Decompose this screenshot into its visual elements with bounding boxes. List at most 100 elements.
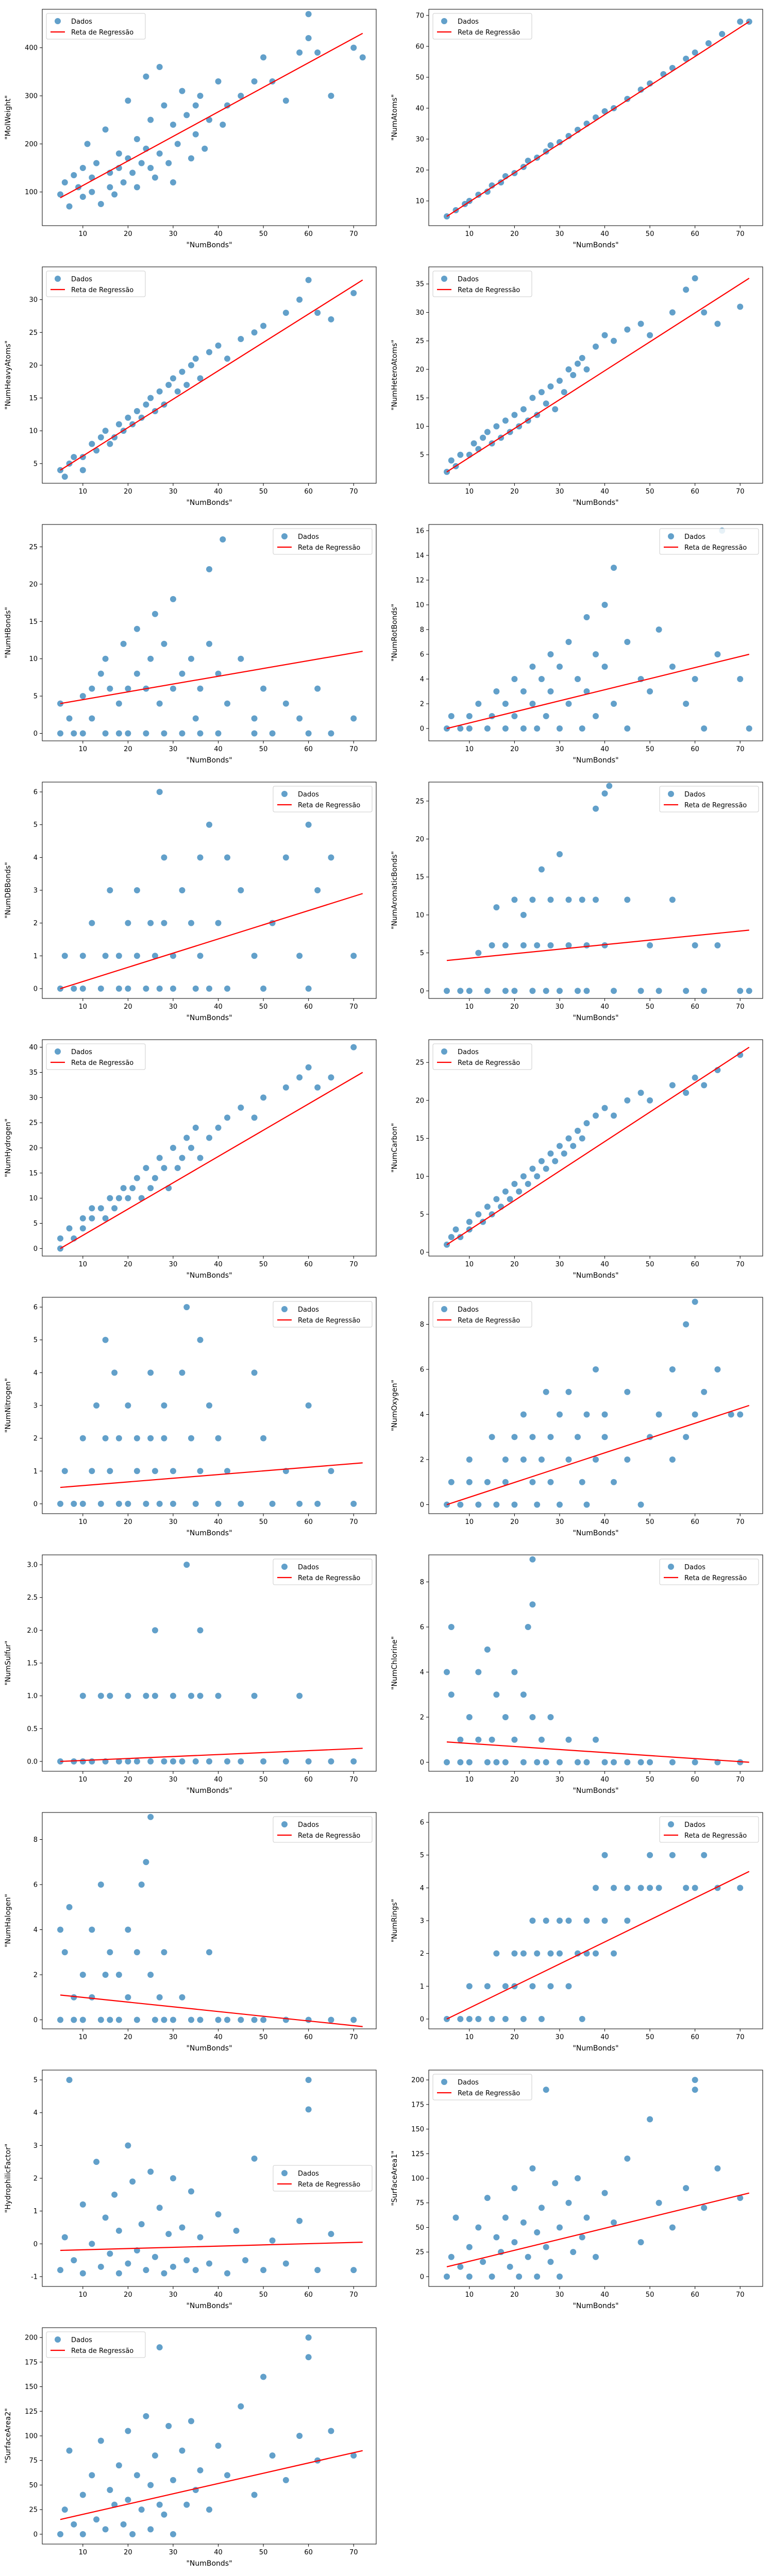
legend-label-regressao: Reta de Regressão <box>684 1832 747 1840</box>
data-point <box>143 73 149 80</box>
data-point <box>79 2492 86 2498</box>
data-point <box>161 920 167 926</box>
data-point <box>314 1500 321 1507</box>
y-tick-label: 0 <box>33 1245 38 1253</box>
data-point <box>466 1456 473 1463</box>
y-tick-label: 75 <box>415 2199 424 2207</box>
data-point <box>120 2521 127 2528</box>
data-point <box>529 1556 536 1563</box>
y-tick-label: 3 <box>33 2142 38 2150</box>
data-point <box>102 1972 109 1978</box>
data-point <box>692 676 698 682</box>
x-axis-label: "NumBonds" <box>186 241 232 249</box>
data-point <box>89 440 95 447</box>
data-point <box>79 1215 86 1222</box>
data-point <box>701 309 708 316</box>
legend: Dados Reta de Regressão <box>273 786 373 812</box>
data-point <box>66 1904 73 1910</box>
data-point <box>133 953 140 959</box>
x-tick-label: 50 <box>259 1518 268 1526</box>
x-tick-label: 40 <box>600 1776 609 1784</box>
y-tick-label: 5 <box>33 1336 38 1344</box>
data-point <box>188 2016 194 2023</box>
data-point <box>350 1044 357 1050</box>
plot-frame <box>42 1039 377 1257</box>
data-point <box>574 988 581 994</box>
data-point <box>115 1500 122 1507</box>
data-point <box>152 953 158 959</box>
data-point <box>201 145 208 152</box>
y-tick-label: 3 <box>420 1918 424 1925</box>
data-point <box>520 1759 527 1766</box>
legend-label-dados: Dados <box>458 276 479 283</box>
data-point <box>529 1918 536 1924</box>
data-point <box>97 2437 104 2444</box>
data-point <box>350 2452 357 2459</box>
y-tick-label: 300 <box>25 93 38 100</box>
y-tick-label: 50 <box>415 2224 424 2232</box>
y-tick-label: 2 <box>420 1950 424 1958</box>
data-point <box>624 2155 631 2162</box>
x-tick-label: 60 <box>304 2291 313 2299</box>
x-tick-label: 30 <box>169 745 178 753</box>
data-point <box>444 1669 450 1675</box>
data-point <box>133 408 140 414</box>
y-tick-label: 15 <box>415 874 424 882</box>
data-point <box>574 360 581 367</box>
data-point <box>556 725 563 732</box>
y-tick-label: 0 <box>420 2015 424 2023</box>
data-point <box>534 1950 541 1957</box>
y-tick-label: 20 <box>29 1145 38 1153</box>
y-axis-label: "NumAtoms" <box>391 94 399 141</box>
x-tick-label: 30 <box>556 1003 564 1011</box>
x-tick-label: 40 <box>214 1518 223 1526</box>
data-point <box>89 1926 95 1933</box>
y-tick-label: 25 <box>29 544 38 551</box>
legend: Dados Reta de Regressão <box>273 1558 373 1585</box>
data-point <box>97 985 104 992</box>
x-tick-label: 30 <box>169 2291 178 2299</box>
x-tick-label: 40 <box>214 2549 223 2556</box>
legend-label-regressao: Reta de Regressão <box>298 544 360 552</box>
data-point <box>466 988 473 994</box>
data-point <box>79 1692 86 1699</box>
data-point <box>547 942 554 948</box>
regression-line <box>60 279 363 471</box>
regression-line <box>446 653 749 730</box>
y-tick-label: 200 <box>411 2077 424 2084</box>
data-point <box>296 2433 303 2439</box>
data-point <box>143 985 149 992</box>
legend: Dados Reta de Regressão <box>659 1558 759 1585</box>
data-point <box>305 2354 312 2361</box>
data-point <box>79 693 86 700</box>
data-point <box>593 896 599 903</box>
data-point <box>147 2482 154 2488</box>
data-point <box>133 625 140 632</box>
legend: Dados Reta de Regressão <box>432 2074 532 2100</box>
data-point <box>350 1758 357 1765</box>
data-point <box>102 730 109 737</box>
plot-area <box>57 11 366 210</box>
data-point <box>574 2175 581 2181</box>
data-point <box>156 388 163 395</box>
data-point <box>133 887 140 893</box>
data-point <box>314 49 321 56</box>
data-point <box>466 2244 473 2250</box>
data-point <box>475 701 482 707</box>
x-tick-label: 70 <box>736 1776 745 1784</box>
y-tick-label: 0 <box>420 1501 424 1509</box>
legend-box <box>659 528 759 555</box>
x-tick-label: 20 <box>124 1776 132 1784</box>
data-point <box>669 896 676 903</box>
data-point <box>224 2472 231 2479</box>
chart-panel: 10 20 30 40 50 60 70 100 200 300 400 "NumBonds" "Mol… <box>4 9 377 249</box>
x-tick-label: 30 <box>169 2033 178 2041</box>
regression-line <box>60 1748 363 1762</box>
data-point <box>737 676 744 682</box>
data-point <box>147 116 154 123</box>
chart-panel: 10 20 30 40 50 60 70 0 2 4 6 8 "NumBonds" "NumChlorin… <box>391 1554 763 1795</box>
data-point <box>593 1112 599 1119</box>
y-tick-label: 175 <box>411 2101 424 2109</box>
data-point <box>93 160 100 166</box>
y-tick-label: 16 <box>415 528 424 535</box>
